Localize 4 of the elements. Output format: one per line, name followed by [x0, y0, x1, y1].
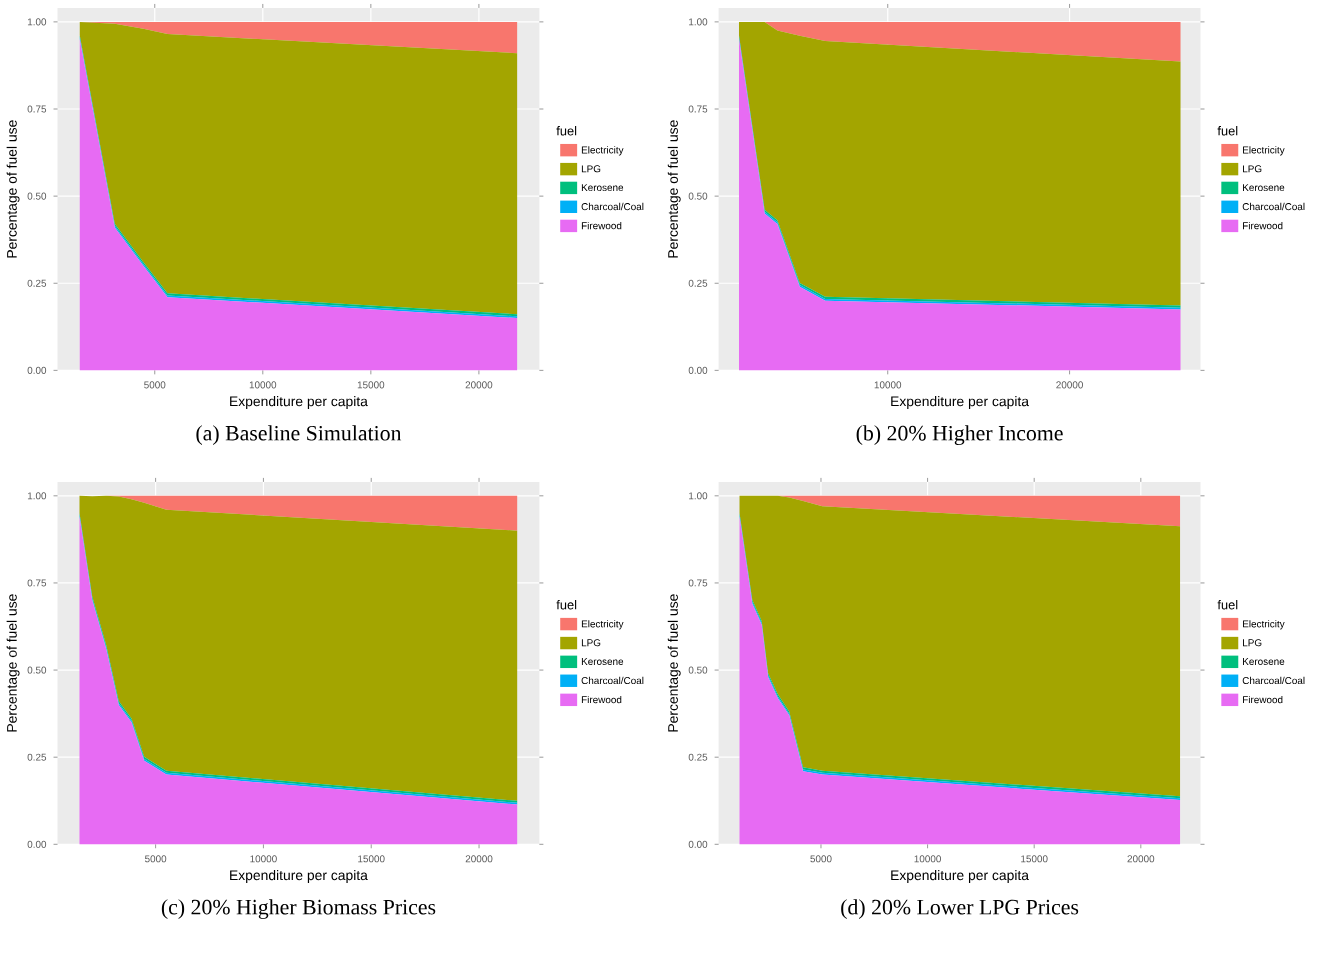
text: (b) 20% Higher Income — [856, 425, 1063, 446]
text: (d) 20% Lower LPG Prices — [841, 899, 1079, 920]
text: (a) Baseline Simulation — [196, 425, 402, 446]
text: (c) 20% Higher Biomass Prices — [161, 899, 436, 920]
